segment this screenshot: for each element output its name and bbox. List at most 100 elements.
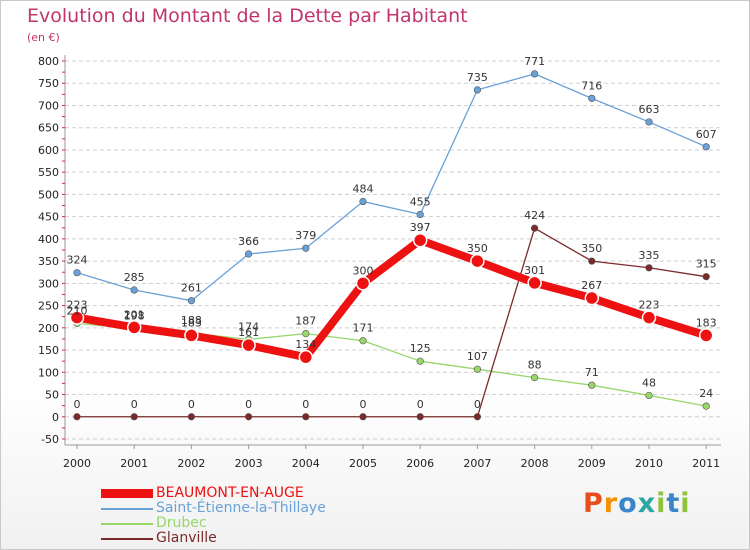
- data-label: 397: [410, 221, 431, 234]
- data-point: [416, 413, 424, 421]
- data-label: 424: [524, 209, 545, 222]
- data-point: [73, 413, 81, 421]
- y-tick-label: 500: [38, 188, 59, 201]
- data-point: [530, 374, 539, 382]
- legend-swatch: [101, 489, 153, 498]
- data-label: 366: [238, 235, 259, 248]
- data-label: 71: [585, 366, 599, 379]
- data-label: 0: [360, 398, 367, 411]
- data-point: [473, 413, 482, 421]
- y-tick-label: 300: [38, 277, 59, 290]
- y-tick-label: -50: [41, 433, 59, 446]
- series-line: [73, 236, 711, 362]
- y-tick-label: 600: [38, 144, 59, 157]
- y-tick-label: 400: [38, 233, 59, 246]
- data-point: [530, 224, 539, 232]
- y-tick-label: 650: [38, 122, 59, 135]
- data-point: [698, 328, 714, 343]
- data-label: 0: [417, 398, 424, 411]
- data-point: [241, 337, 256, 353]
- data-point: [187, 297, 195, 305]
- data-label: 484: [353, 183, 374, 196]
- data-label: 261: [181, 282, 202, 295]
- y-tick-label: 800: [38, 55, 59, 68]
- y-tick-label: 750: [38, 77, 59, 90]
- data-point: [302, 413, 310, 421]
- data-point: [355, 276, 371, 291]
- data-label: 324: [67, 254, 88, 267]
- logo-letter: x: [637, 488, 657, 519]
- data-label: 187: [295, 315, 316, 328]
- y-tick-label: 350: [38, 255, 59, 268]
- chart-title: Evolution du Montant de la Dette par Hab…: [27, 5, 468, 27]
- data-point: [359, 197, 367, 206]
- data-point: [245, 413, 253, 421]
- legend-label: Drubec: [156, 515, 207, 531]
- data-point: [470, 253, 485, 269]
- y-tick-label: 50: [45, 389, 59, 402]
- data-label: 161: [238, 326, 259, 339]
- data-point: [130, 413, 138, 421]
- data-label: 88: [528, 359, 542, 372]
- y-tick-label: 250: [38, 300, 59, 313]
- data-label: 771: [524, 55, 545, 68]
- data-label: 188: [181, 314, 202, 327]
- x-tick-label: 2003: [235, 457, 263, 470]
- logo-letter: t: [666, 488, 681, 519]
- y-tick-label: 700: [38, 99, 59, 112]
- legend-label: BEAUMONT-EN-AUGE: [156, 485, 304, 501]
- data-label: 0: [74, 398, 81, 411]
- data-point: [473, 86, 482, 94]
- data-label: 223: [67, 299, 88, 312]
- data-point: [126, 320, 142, 335]
- data-point: [416, 357, 424, 365]
- data-point: [73, 269, 81, 277]
- data-label: 125: [410, 342, 431, 355]
- data-label: 300: [353, 264, 374, 277]
- legend-swatch: [101, 507, 153, 510]
- data-point: [527, 275, 542, 291]
- data-point: [416, 210, 424, 219]
- data-point: [702, 143, 710, 151]
- legend-label: Glanville: [156, 530, 217, 546]
- y-tick-label: 0: [52, 411, 59, 424]
- data-point: [702, 273, 710, 281]
- data-label: 201: [124, 308, 145, 321]
- data-point: [302, 244, 310, 252]
- data-label: 48: [642, 376, 656, 389]
- data-point: [588, 257, 596, 265]
- data-label: 455: [410, 195, 431, 208]
- data-label: 174: [238, 320, 259, 333]
- x-tick-label: 2007: [463, 457, 491, 470]
- logo-letter: i: [656, 488, 667, 519]
- data-point: [473, 365, 482, 373]
- logo-letter: r: [603, 488, 619, 519]
- data-label: 183: [696, 316, 717, 329]
- data-point: [130, 286, 138, 294]
- logo-letter: o: [618, 488, 638, 519]
- data-point: [184, 328, 199, 343]
- data-label: 285: [124, 271, 145, 284]
- data-label: 379: [295, 229, 316, 242]
- data-point: [69, 310, 85, 325]
- x-tick-label: 2009: [578, 457, 606, 470]
- x-tick-label: 2001: [120, 457, 148, 470]
- y-tick-label: 100: [38, 366, 59, 379]
- proxiti-logo: Proxiti: [583, 488, 691, 519]
- x-tick-label: 2002: [177, 457, 205, 470]
- series-layer: [69, 70, 714, 421]
- data-point: [359, 413, 367, 421]
- data-label: 198: [124, 310, 145, 323]
- series-line: [76, 73, 707, 302]
- data-label: 24: [699, 387, 713, 400]
- chart-subtitle: (en €): [27, 31, 60, 44]
- data-point: [641, 310, 657, 325]
- data-label: 0: [245, 398, 252, 411]
- data-label: 210: [67, 304, 88, 317]
- label-layer: 223 201 183 161 134 300 397 350 301 267 223 183 324 2…: [67, 55, 717, 411]
- data-point: [187, 413, 195, 421]
- x-tick-label: 2005: [349, 457, 377, 470]
- data-point: [302, 330, 310, 338]
- x-tick-label: 2011: [692, 457, 720, 470]
